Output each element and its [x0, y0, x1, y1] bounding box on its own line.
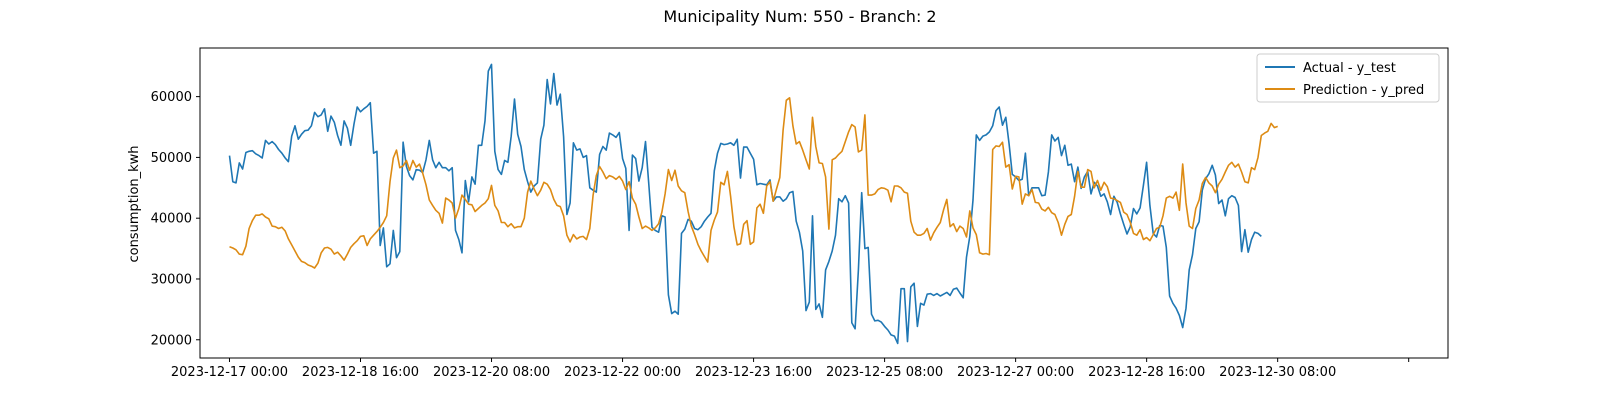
y-tick-label: 50000: [151, 151, 192, 166]
y-axis-label: consumption_kwh: [127, 145, 142, 262]
chart-title: Municipality Num: 550 - Branch: 2: [663, 7, 936, 26]
y-tick-label: 20000: [151, 333, 192, 348]
x-tick-label: 2023-12-23 16:00: [695, 365, 812, 380]
legend-label-prediction: Prediction - y_pred: [1303, 83, 1424, 98]
x-tick-label: 2023-12-30 08:00: [1219, 365, 1336, 380]
x-tick-label: 2023-12-20 08:00: [433, 365, 550, 380]
y-tick-label: 30000: [151, 272, 192, 287]
x-tick-label: 2023-12-18 16:00: [302, 365, 419, 380]
plot-frame: [199, 47, 1449, 359]
y-tick-label: 40000: [151, 212, 192, 227]
x-tick-label: 2023-12-28 16:00: [1088, 365, 1205, 380]
x-axis: 2023-12-17 00:00 2023-12-18 16:00 2023-12-…: [171, 358, 1410, 380]
legend-label-actual: Actual - y_test: [1303, 61, 1396, 76]
x-tick-label: 2023-12-17 00:00: [171, 365, 288, 380]
x-tick-label: 2023-12-25 08:00: [826, 365, 943, 380]
y-tick-label: 60000: [151, 90, 192, 105]
series-line-prediction-y-pred: [229, 97, 1278, 269]
y-axis: 20000 30000 40000 50000 60000: [151, 90, 200, 348]
chart-legend: Actual - y_test Prediction - y_pred: [1256, 53, 1440, 103]
series-line-actual-y-test: [228, 63, 1262, 345]
legend-box: [1256, 53, 1440, 103]
x-tick-label: 2023-12-27 00:00: [957, 365, 1074, 380]
x-tick-label: 2023-12-22 00:00: [564, 365, 681, 380]
plot-area: [228, 63, 1278, 345]
